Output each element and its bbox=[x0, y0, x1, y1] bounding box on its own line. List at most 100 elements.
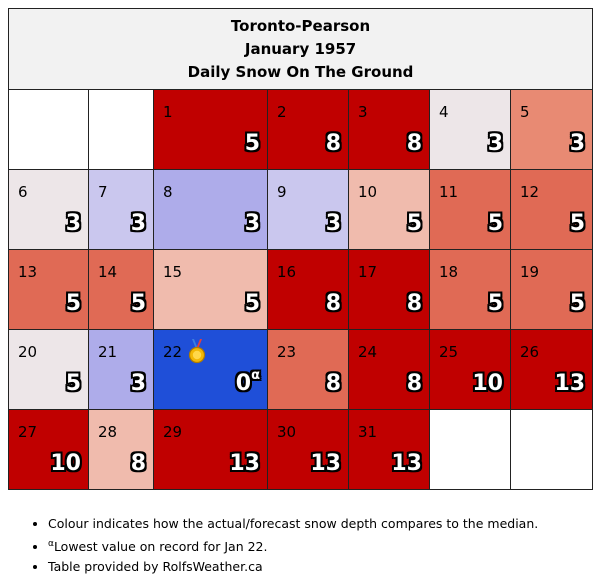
day-number: 23 bbox=[277, 343, 297, 361]
day-number: 20 bbox=[18, 343, 38, 361]
snow-depth-value: 8 bbox=[131, 451, 146, 476]
day-number: 10 bbox=[358, 183, 378, 201]
snow-depth-number: 3 bbox=[244, 211, 260, 236]
snow-depth-number: 5 bbox=[487, 211, 503, 236]
snow-depth-value: 8 bbox=[326, 131, 341, 156]
snow-depth-number: 5 bbox=[487, 291, 503, 316]
day-number: 14 bbox=[98, 263, 118, 281]
day-cell: 19 5 bbox=[509, 249, 594, 330]
day-cell: 28 8 bbox=[88, 409, 154, 490]
gold-medal-icon bbox=[188, 339, 206, 364]
record-marker: α bbox=[48, 539, 54, 549]
snow-depth-value: 8 bbox=[326, 371, 341, 396]
day-number: 28 bbox=[98, 423, 118, 441]
day-cell: 14 5 bbox=[88, 249, 154, 330]
calendar-body: 1 5 2 8 3 8 4 3 5 3 6 3 7 3 8 3 9 3 10 5 11 5 12 5 13 5 14 5 15 5 16 8 1… bbox=[8, 89, 594, 490]
snow-depth-number: 8 bbox=[406, 291, 422, 316]
month-label: January 1957 bbox=[244, 39, 357, 58]
snow-depth-value: 3 bbox=[131, 211, 146, 236]
day-number: 17 bbox=[358, 263, 378, 281]
day-number: 22 bbox=[163, 343, 183, 361]
snow-depth-number: 13 bbox=[310, 451, 341, 476]
day-cell: 24 8 bbox=[348, 329, 430, 410]
snow-depth-number: 5 bbox=[569, 291, 586, 316]
station-name: Toronto-Pearson bbox=[230, 16, 371, 35]
day-number: 3 bbox=[358, 103, 368, 121]
snow-depth-number: 5 bbox=[65, 291, 81, 316]
calendar-week-row: 27 10 28 8 29 13 30 13 31 13 bbox=[8, 409, 594, 490]
snow-depth-value: 5 bbox=[66, 291, 81, 316]
day-cell: 10 5 bbox=[348, 169, 430, 250]
day-number: 11 bbox=[439, 183, 459, 201]
day-number: 5 bbox=[520, 103, 530, 121]
snow-depth-value: 13 bbox=[391, 451, 422, 476]
empty-day-cell bbox=[429, 409, 511, 490]
snow-depth-number: 3 bbox=[65, 211, 81, 236]
snow-depth-number: 8 bbox=[325, 131, 341, 156]
snow-depth-number: 3 bbox=[487, 131, 503, 156]
snow-depth-number: 5 bbox=[244, 131, 260, 156]
record-note-item: αLowest value on record for Jan 22. bbox=[48, 534, 538, 557]
day-cell: 22 0α bbox=[153, 329, 268, 410]
snow-depth-number: 8 bbox=[325, 371, 341, 396]
snow-depth-number: 0 bbox=[235, 371, 252, 396]
day-number: 18 bbox=[439, 263, 459, 281]
day-number: 27 bbox=[18, 423, 38, 441]
snow-depth-value: 8 bbox=[407, 131, 422, 156]
day-number: 12 bbox=[520, 183, 540, 201]
day-number: 4 bbox=[439, 103, 449, 121]
snow-depth-value: 3 bbox=[131, 371, 146, 396]
day-cell: 27 10 bbox=[8, 409, 89, 490]
snow-depth-value: 5 bbox=[131, 291, 146, 316]
snow-depth-value: 5 bbox=[488, 291, 503, 316]
snow-depth-value: 8 bbox=[326, 291, 341, 316]
day-number: 24 bbox=[358, 343, 378, 361]
snow-calendar-table: Toronto-Pearson January 1957 Daily Snow … bbox=[7, 8, 594, 490]
day-cell: 26 13 bbox=[509, 329, 594, 410]
day-cell: 16 8 bbox=[267, 249, 349, 330]
snow-depth-value: 13 bbox=[229, 451, 260, 476]
snow-depth-number: 5 bbox=[569, 211, 586, 236]
chart-subtitle: Daily Snow On The Ground bbox=[187, 62, 414, 81]
snow-depth-number: 5 bbox=[244, 291, 260, 316]
colour-note: Colour indicates how the actual/forecast… bbox=[48, 514, 538, 534]
snow-depth-value: 3 bbox=[488, 131, 503, 156]
snow-depth-number: 8 bbox=[406, 131, 422, 156]
day-cell: 12 5 bbox=[509, 169, 594, 250]
snow-depth-value: 5 bbox=[570, 291, 585, 316]
snow-depth-value: 13 bbox=[554, 371, 585, 396]
calendar-week-row: 13 5 14 5 15 5 16 8 17 8 18 5 19 5 bbox=[8, 249, 594, 330]
empty-day-cell bbox=[8, 89, 89, 170]
day-number: 30 bbox=[277, 423, 297, 441]
snow-depth-value: 13 bbox=[310, 451, 341, 476]
day-cell: 13 5 bbox=[8, 249, 89, 330]
snow-depth-value: 3 bbox=[570, 131, 585, 156]
day-number: 2 bbox=[277, 103, 287, 121]
day-number: 21 bbox=[98, 343, 118, 361]
day-number: 9 bbox=[277, 183, 287, 201]
snow-depth-value: 8 bbox=[407, 291, 422, 316]
snow-depth-value: 3 bbox=[245, 211, 260, 236]
snow-depth-number: 10 bbox=[50, 451, 81, 476]
snow-depth-value: 10 bbox=[50, 451, 81, 476]
day-number: 15 bbox=[163, 263, 183, 281]
day-cell: 11 5 bbox=[429, 169, 511, 250]
day-cell: 15 5 bbox=[153, 249, 268, 330]
snow-depth-value: 5 bbox=[66, 371, 81, 396]
day-cell: 31 13 bbox=[348, 409, 430, 490]
day-number: 26 bbox=[520, 343, 540, 361]
snow-depth-number: 8 bbox=[130, 451, 146, 476]
snow-depth-number: 8 bbox=[406, 371, 422, 396]
snow-depth-value: 5 bbox=[570, 211, 585, 236]
day-cell: 25 10 bbox=[429, 329, 511, 410]
day-number: 13 bbox=[18, 263, 38, 281]
record-note: Lowest value on record for Jan 22. bbox=[53, 539, 268, 555]
empty-day-cell bbox=[88, 89, 154, 170]
snow-depth-value: 5 bbox=[488, 211, 503, 236]
